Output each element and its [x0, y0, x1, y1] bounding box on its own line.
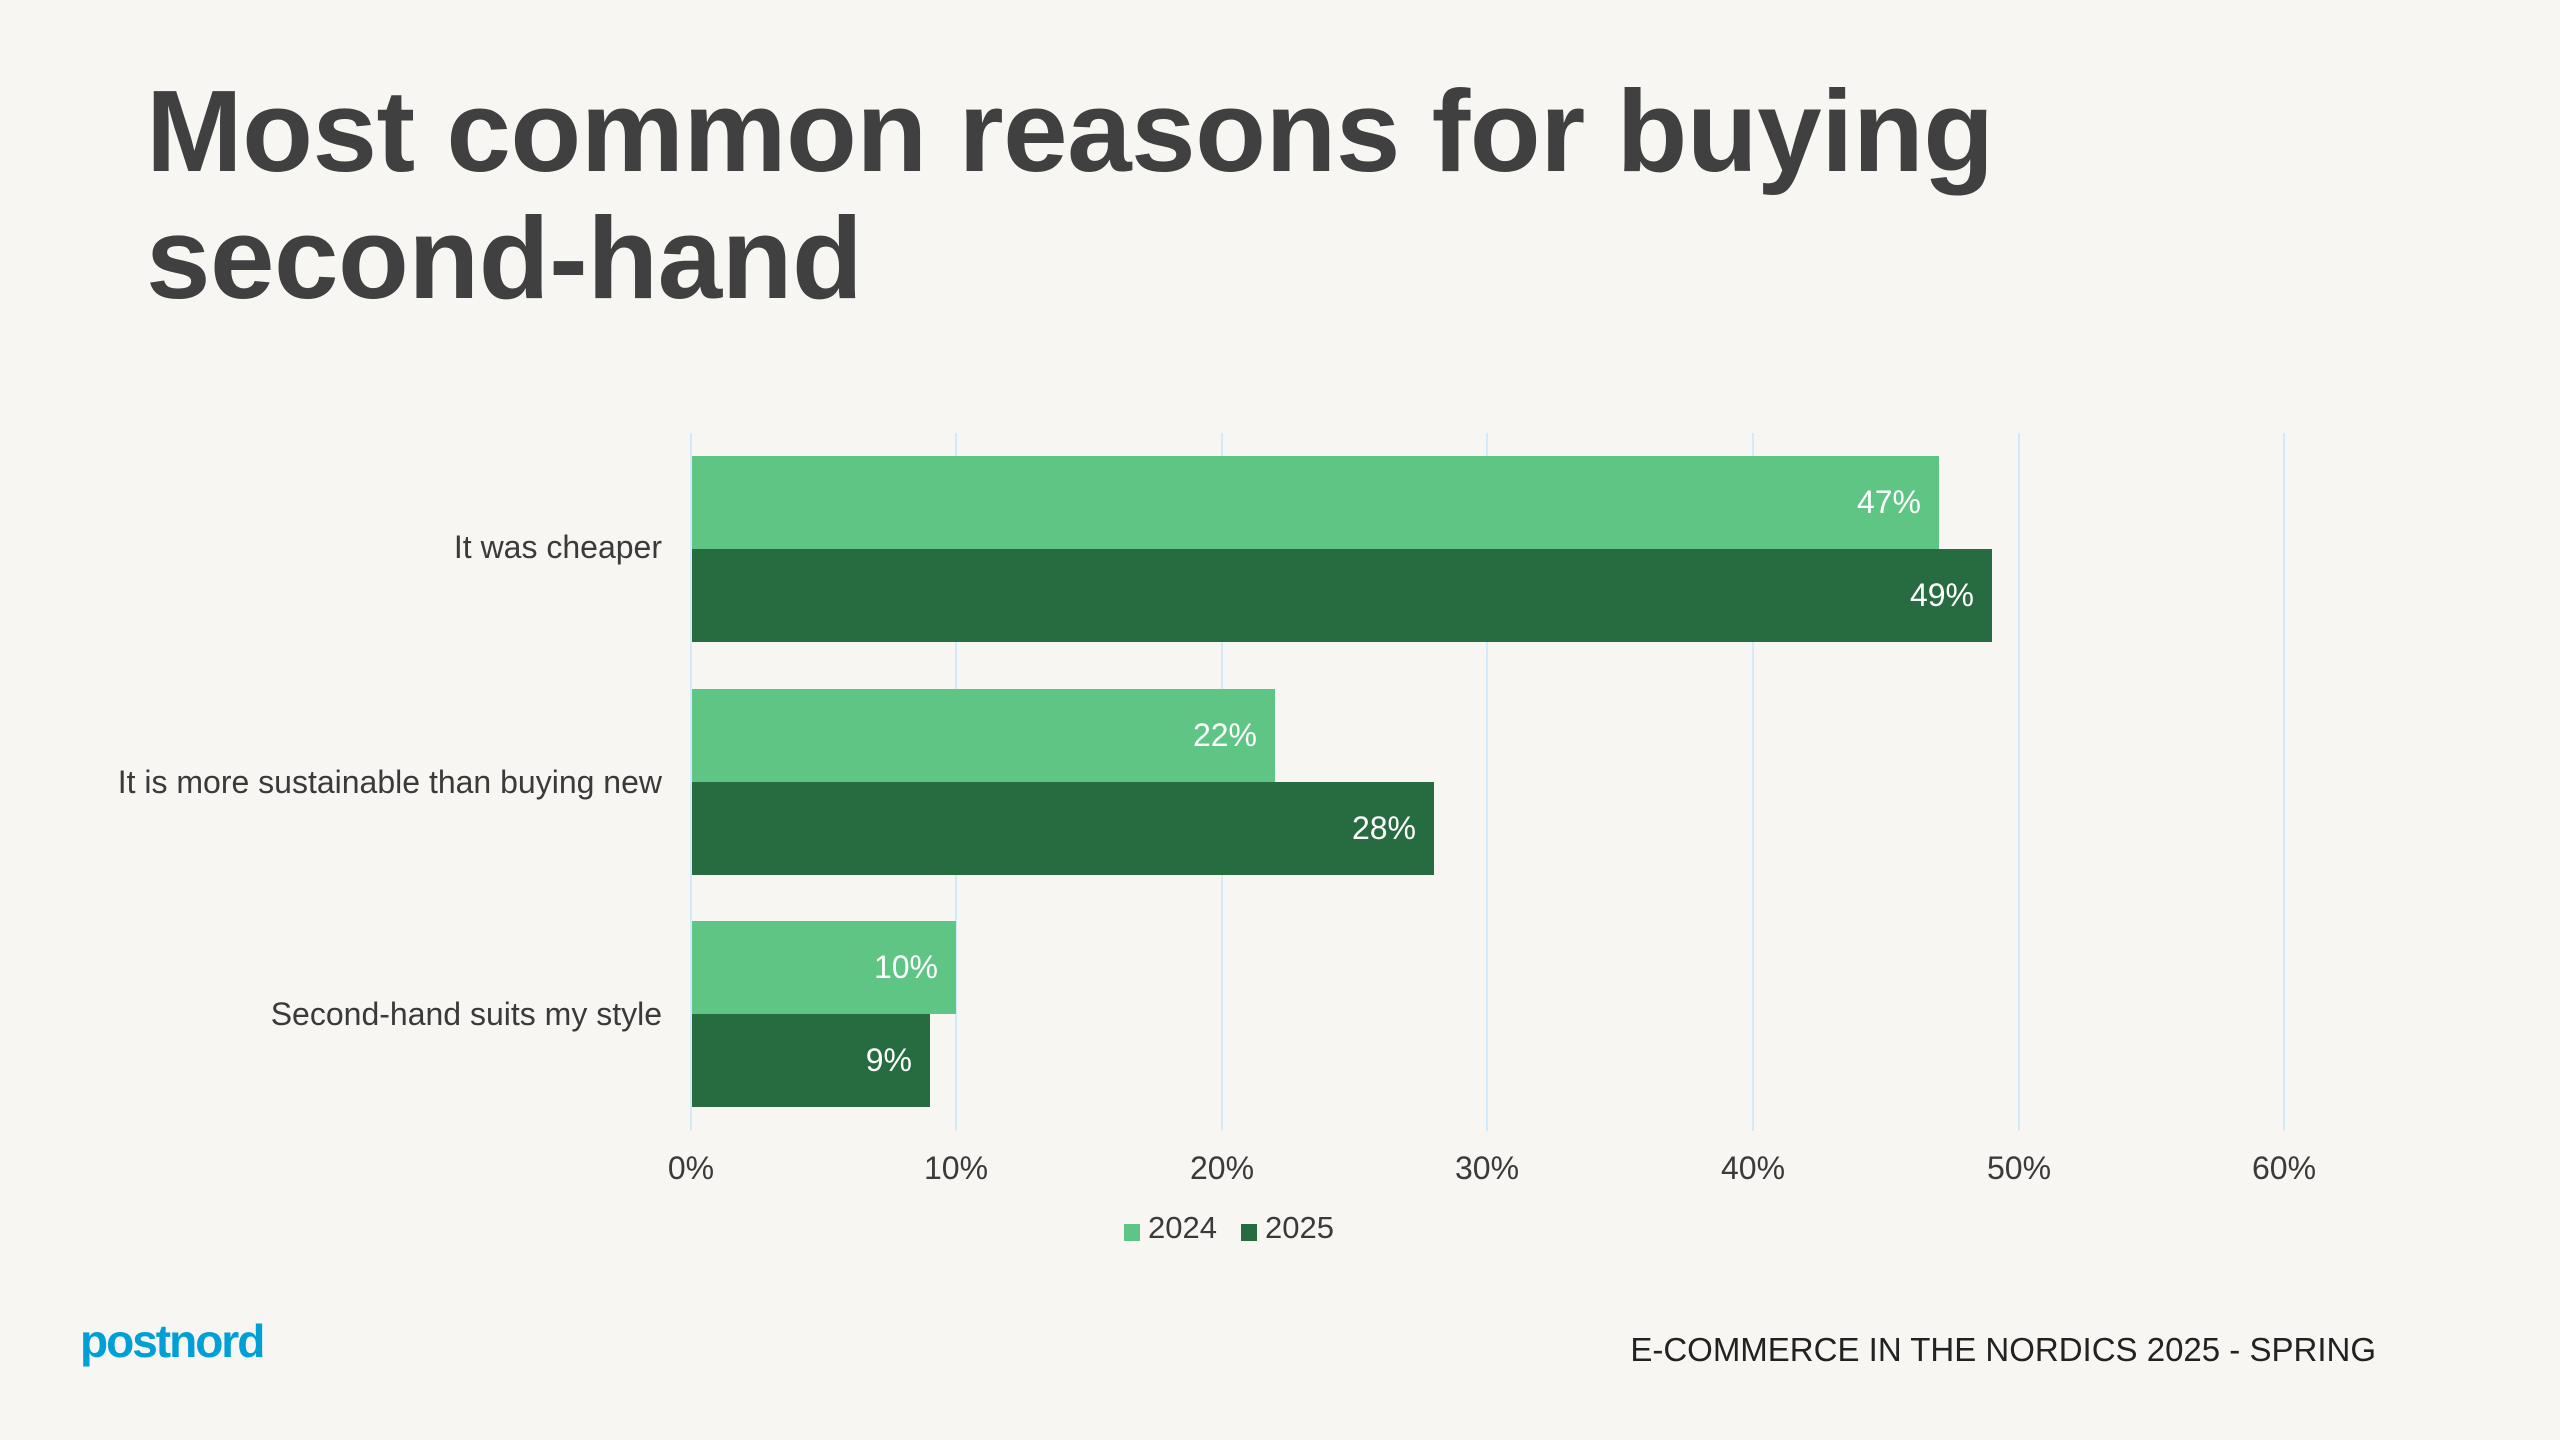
- x-tick-label: 0%: [667, 1150, 715, 1186]
- bar-2025-it-was-cheaper: 49%: [692, 549, 1992, 642]
- x-tick-label: 50%: [1986, 1150, 2052, 1186]
- chart-legend: 2024 2025: [1124, 1210, 1358, 1246]
- postnord-logo: postnord: [80, 1315, 265, 1367]
- legend-item-2025: 2025: [1240, 1210, 1334, 1246]
- slide-title: Most common reasons for buying second-ha…: [146, 68, 2346, 322]
- category-label: It is more sustainable than buying new: [117, 764, 662, 800]
- bar-value-label: 49%: [1909, 577, 1974, 613]
- slide-title-line-1: Most common reasons for buying: [146, 66, 1994, 196]
- gridline-40: [1752, 433, 1754, 1131]
- gridline-50: [2018, 433, 2020, 1131]
- bar-value-label: 10%: [873, 949, 938, 985]
- legend-item-2024: 2024: [1124, 1210, 1217, 1246]
- x-tick-label: 20%: [1189, 1150, 1255, 1186]
- x-tick-label: 10%: [923, 1150, 989, 1186]
- x-tick-label: 40%: [1720, 1150, 1786, 1186]
- bar-2024-suits-my-style: 10%: [692, 921, 956, 1014]
- bar-2024-more-sustainable: 22%: [692, 689, 1275, 782]
- bar-value-label: 22%: [1192, 717, 1257, 753]
- legend-label: 2024: [1148, 1210, 1217, 1245]
- bar-2025-more-sustainable: 28%: [692, 782, 1434, 875]
- bar-2024-it-was-cheaper: 47%: [692, 456, 1939, 549]
- category-label: Second-hand suits my style: [270, 996, 662, 1032]
- legend-swatch-2025: [1240, 1223, 1257, 1241]
- bar-value-label: 47%: [1856, 484, 1921, 520]
- x-tick-label: 30%: [1454, 1150, 1520, 1186]
- gridline-30: [1486, 433, 1488, 1131]
- gridline-60: [2283, 433, 2285, 1131]
- slide-title-line-2: second-hand: [146, 193, 863, 323]
- x-tick-label: 60%: [2251, 1150, 2317, 1186]
- bar-value-label: 28%: [1351, 810, 1416, 846]
- footer-report-title: E-COMMERCE IN THE NORDICS 2025 - SPRING: [1630, 1331, 2376, 1368]
- legend-swatch-2024: [1124, 1223, 1140, 1241]
- bar-value-label: 9%: [865, 1042, 912, 1078]
- category-label: It was cheaper: [453, 529, 662, 565]
- gridline-0: [690, 433, 692, 1131]
- legend-label: 2025: [1264, 1210, 1334, 1245]
- bar-2025-suits-my-style: 9%: [692, 1014, 930, 1107]
